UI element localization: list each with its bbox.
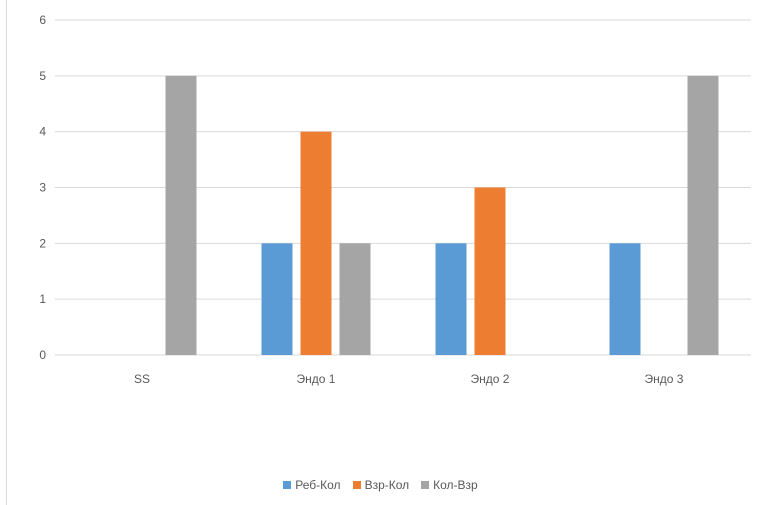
y-axis-labels: 0 1 2 3 4 5 6 — [39, 13, 46, 362]
y-tick-label: 4 — [39, 125, 46, 139]
bar — [165, 75, 197, 355]
x-axis-labels: SS Эндо 1 Эндо 2 Эндо 3 — [134, 372, 684, 386]
gridlines — [55, 19, 751, 356]
bars — [165, 75, 719, 355]
y-tick-label: 2 — [39, 236, 46, 250]
bar — [261, 243, 293, 355]
y-tick-label: 5 — [39, 69, 46, 83]
x-tick-label: Эндо 1 — [297, 372, 336, 386]
bar — [609, 243, 641, 355]
bar — [300, 131, 332, 355]
legend-item: Взр-Кол — [352, 478, 410, 492]
legend-item: Реб-Кол — [283, 478, 341, 492]
legend: Реб-Кол Взр-Кол Кол-Взр — [0, 478, 761, 492]
bar — [339, 243, 371, 355]
y-tick-label: 0 — [39, 348, 46, 362]
legend-swatch — [352, 481, 361, 489]
legend-label: Реб-Кол — [295, 478, 341, 492]
y-tick-label: 6 — [39, 13, 46, 27]
bar — [687, 75, 719, 355]
legend-swatch — [421, 481, 430, 489]
x-tick-label: Эндо 3 — [645, 372, 684, 386]
y-tick-label: 1 — [39, 292, 46, 306]
bar — [435, 243, 467, 355]
legend-label: Кол-Взр — [433, 478, 478, 492]
x-tick-label: SS — [134, 372, 150, 386]
bar — [474, 187, 506, 355]
legend-swatch — [283, 481, 292, 489]
y-tick-label: 3 — [39, 181, 46, 195]
legend-label: Взр-Кол — [364, 478, 410, 492]
legend-item: Кол-Взр — [421, 478, 478, 492]
x-tick-label: Эндо 2 — [471, 372, 510, 386]
